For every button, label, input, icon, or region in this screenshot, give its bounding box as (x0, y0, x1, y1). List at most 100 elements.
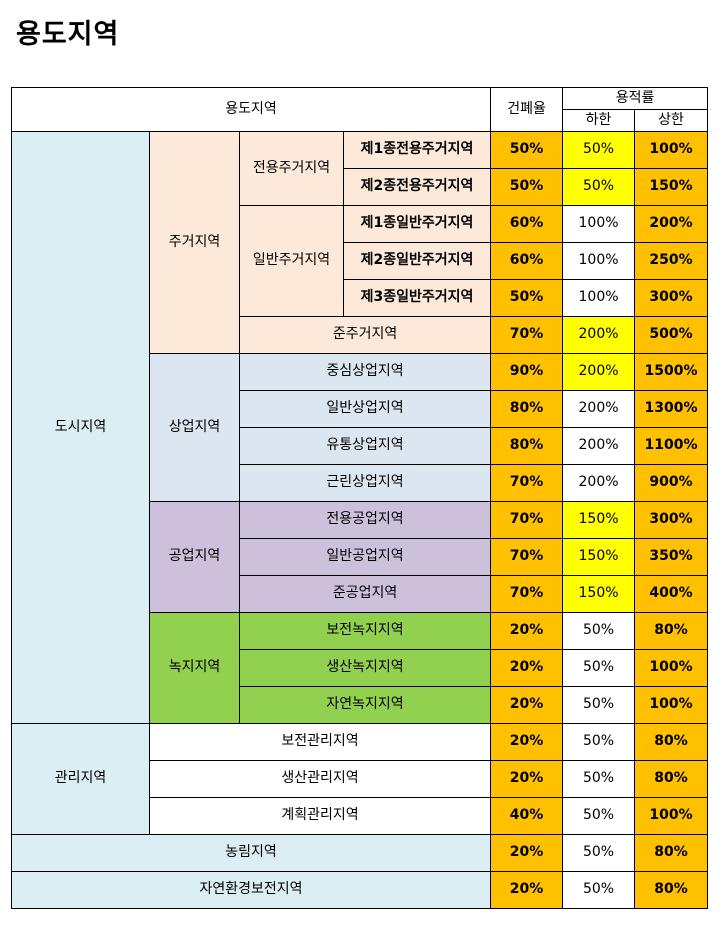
group-management: 관리지역 (11, 723, 150, 835)
far-min-value: 50% (562, 723, 636, 761)
coverage-value: 50% (490, 168, 564, 206)
zone-name: 생산관리지역 (148, 760, 492, 798)
far-max-value: 80% (634, 723, 709, 761)
zone-name: 근린상업지역 (238, 464, 492, 502)
table-row: 계획관리지역 40% 50% 100% (12, 797, 709, 835)
coverage-value: 20% (490, 723, 564, 761)
table-row: 녹지지역 보전녹지지역 20% 50% 80% (12, 612, 709, 724)
coverage-value: 80% (490, 427, 564, 465)
table-row: 일반상업지역 80% 200% 1300% (12, 390, 709, 428)
zone-name: 전용공업지역 (238, 501, 492, 539)
zone-name: 생산녹지지역 (238, 649, 492, 687)
far-min-value: 50% (562, 797, 636, 835)
table-row: 자연환경보전지역 20% 50% 80% (10, 871, 709, 909)
group-residential: 주거지역 (149, 131, 240, 354)
group-green: 녹지지역 (149, 612, 240, 724)
zone-name: 제2종전용주거지역 (342, 168, 492, 206)
coverage-value: 70% (490, 316, 564, 354)
far-max-value: 100% (634, 686, 709, 724)
zone-name: 보전녹지지역 (238, 612, 492, 650)
zone-name: 자연녹지지역 (238, 686, 492, 724)
table-row: 일반주거지역 제1종일반주거지역 60% 100% 200% (12, 205, 709, 317)
far-max-value: 100% (634, 797, 709, 835)
coverage-value: 70% (490, 501, 564, 539)
coverage-value: 20% (490, 834, 564, 872)
far-min-value: 50% (562, 760, 636, 798)
zone-name: 농림지역 (10, 834, 492, 872)
far-max-value: 80% (634, 612, 709, 650)
far-max-value: 500% (634, 316, 709, 354)
page-title: 용도지역 (16, 19, 120, 50)
coverage-value: 90% (490, 353, 564, 391)
table-row: 상업지역 중심상업지역 90% 200% 1500% (12, 353, 709, 502)
far-max-value: 1300% (634, 390, 709, 428)
zone-name: 제2종일반주거지역 (342, 242, 492, 280)
zone-name: 유통상업지역 (238, 427, 492, 465)
coverage-value: 60% (490, 205, 564, 243)
far-max-value: 80% (634, 834, 709, 872)
zone-name: 준공업지역 (238, 575, 492, 613)
far-min-value: 200% (562, 464, 636, 502)
zone-name: 제1종일반주거지역 (342, 205, 492, 243)
far-max-value: 100% (634, 131, 709, 169)
far-min-value: 200% (562, 353, 636, 391)
header-far: 용적률 (562, 87, 709, 110)
coverage-value: 70% (490, 464, 564, 502)
far-max-value: 80% (634, 871, 709, 909)
zone-name: 자연환경보전지역 (10, 871, 492, 909)
far-min-value: 150% (562, 501, 636, 539)
coverage-value: 20% (490, 686, 564, 724)
far-max-value: 300% (634, 279, 709, 317)
coverage-value: 70% (490, 538, 564, 576)
far-max-value: 350% (634, 538, 709, 576)
coverage-value: 20% (490, 871, 564, 909)
group-exclusive-residential: 전용주거지역 (239, 131, 344, 206)
zone-name: 일반공업지역 (238, 538, 492, 576)
coverage-value: 60% (490, 242, 564, 280)
table-row: 일반공업지역 70% 150% 350% (12, 538, 709, 576)
table-row: 제2종일반주거지역 60% 100% 250% (12, 242, 709, 280)
coverage-value: 70% (490, 575, 564, 613)
far-max-value: 250% (634, 242, 709, 280)
coverage-value: 50% (490, 131, 564, 169)
zone-name: 제3종일반주거지역 (342, 279, 492, 317)
far-min-value: 50% (562, 871, 636, 909)
far-min-value: 50% (562, 612, 636, 650)
far-max-value: 400% (634, 575, 709, 613)
far-min-value: 50% (562, 168, 636, 206)
zone-name: 준주거지역 (238, 316, 492, 354)
far-min-value: 50% (562, 649, 636, 687)
coverage-value: 20% (490, 612, 564, 650)
header-far-min: 하한 (562, 109, 636, 132)
far-max-value: 300% (634, 501, 709, 539)
far-min-value: 100% (562, 242, 636, 280)
table-row: 도시지역 주거지역 전용주거지역 제1종전용주거지역 50% 50% 100% (11, 131, 709, 724)
far-max-value: 80% (634, 760, 709, 798)
zone-name: 보전관리지역 (148, 723, 492, 761)
coverage-value: 80% (490, 390, 564, 428)
coverage-value: 20% (490, 649, 564, 687)
table-row: 생산녹지지역 20% 50% 100% (12, 649, 709, 687)
far-min-value: 200% (562, 427, 636, 465)
group-commercial: 상업지역 (149, 353, 240, 502)
far-min-value: 150% (562, 575, 636, 613)
header-zone: 용도지역 (10, 87, 492, 132)
table-row: 준공업지역 70% 150% 400% (12, 575, 709, 613)
group-city: 도시지역 (11, 131, 150, 724)
far-max-value: 150% (634, 168, 709, 206)
zone-name: 중심상업지역 (238, 353, 492, 391)
table-row: 준주거지역 70% 200% 500% (12, 316, 709, 354)
far-max-value: 1100% (634, 427, 709, 465)
zone-name: 계획관리지역 (148, 797, 492, 835)
table-row: 생산관리지역 20% 50% 80% (12, 760, 709, 798)
group-industrial: 공업지역 (149, 501, 240, 613)
table-row: 관리지역 보전관리지역 20% 50% 80% (11, 723, 709, 835)
header-coverage: 건폐율 (490, 87, 564, 132)
coverage-value: 20% (490, 760, 564, 798)
table-row: 제2종전용주거지역 50% 50% 150% (12, 168, 709, 206)
far-min-value: 50% (562, 834, 636, 872)
table-row: 자연녹지지역 20% 50% 100% (12, 686, 709, 724)
table-row: 제3종일반주거지역 50% 100% 300% (12, 279, 709, 317)
coverage-value: 40% (490, 797, 564, 835)
header-far-max: 상한 (634, 109, 709, 132)
